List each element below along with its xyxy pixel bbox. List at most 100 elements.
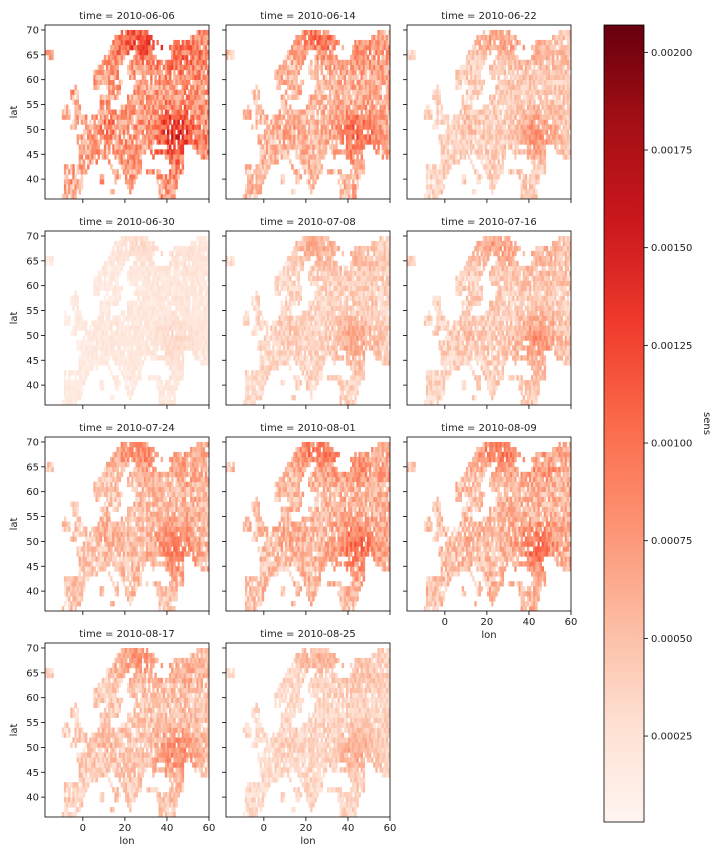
heat-cell	[321, 100, 323, 105]
heat-cell	[550, 105, 552, 110]
heat-cell	[129, 246, 131, 251]
heat-cell	[312, 179, 314, 184]
heat-cell	[177, 124, 179, 129]
heat-cell	[51, 55, 53, 60]
heat-cell	[361, 129, 363, 134]
heat-cell	[79, 316, 81, 321]
heat-cell	[93, 360, 95, 365]
heat-cell	[382, 110, 384, 115]
heat-cell	[510, 40, 512, 45]
heat-cell	[131, 65, 133, 70]
heat-cell	[325, 129, 327, 134]
heat-cell	[489, 35, 491, 40]
heat-cell	[439, 119, 441, 124]
heat-cell	[196, 40, 198, 45]
heat-cell	[112, 80, 114, 85]
heat-cell	[537, 45, 539, 50]
heat-cell	[144, 236, 146, 241]
heat-cell	[453, 154, 455, 159]
heat-cell	[119, 266, 121, 271]
heat-cell	[478, 75, 480, 80]
heat-cell	[447, 144, 449, 149]
heat-cell	[529, 189, 531, 194]
heat-cell	[384, 45, 386, 50]
heat-cell	[497, 119, 499, 124]
heat-cell	[106, 306, 108, 311]
heat-cell	[449, 164, 451, 169]
heat-cell	[266, 159, 268, 164]
heat-cell	[502, 90, 504, 95]
heat-cell	[156, 311, 158, 316]
heat-cell	[527, 95, 529, 100]
heat-cell	[205, 114, 207, 119]
heat-cell	[138, 286, 140, 291]
heat-cell	[127, 35, 129, 40]
heat-cell	[184, 100, 186, 105]
heat-cell	[537, 119, 539, 124]
heat-cell	[129, 75, 131, 80]
heat-cell	[167, 60, 169, 65]
heat-cell	[186, 65, 188, 70]
heat-cell	[466, 95, 468, 100]
heat-cell	[205, 35, 207, 40]
heat-cell	[382, 65, 384, 70]
heat-cell	[110, 276, 112, 281]
heat-cell	[319, 119, 321, 124]
heat-cell	[310, 174, 312, 179]
heat-cell	[138, 90, 140, 95]
heat-cell	[361, 60, 363, 65]
heat-cell	[144, 75, 146, 80]
heat-cell	[466, 149, 468, 154]
heat-cell	[525, 139, 527, 144]
heat-cell	[108, 55, 110, 60]
heat-cell	[358, 164, 360, 169]
heat-cell	[319, 30, 321, 35]
heat-cell	[306, 40, 308, 45]
heat-cell	[154, 345, 156, 350]
heat-cell	[533, 119, 535, 124]
heat-cell	[198, 80, 200, 85]
heat-cell	[348, 134, 350, 139]
heat-cell	[356, 174, 358, 179]
heat-cell	[255, 194, 257, 199]
heat-cell	[163, 179, 165, 184]
heat-cell	[516, 55, 518, 60]
heat-cell	[91, 350, 93, 355]
heat-cell	[472, 144, 474, 149]
heat-cell	[321, 164, 323, 169]
heat-cell	[331, 134, 333, 139]
heat-cell	[466, 70, 468, 75]
heat-cell	[133, 179, 135, 184]
heat-cell	[150, 100, 152, 105]
heat-cell	[175, 65, 177, 70]
heat-cell	[297, 90, 299, 95]
heat-cell	[546, 114, 548, 119]
heat-cell	[182, 50, 184, 55]
heat-cell	[361, 144, 363, 149]
heat-cell	[293, 139, 295, 144]
facet-panel: time = 2010-06-14	[222, 11, 390, 203]
heat-cell	[196, 65, 198, 70]
heat-cell	[287, 124, 289, 129]
heat-cell	[79, 345, 81, 350]
heat-cell	[537, 179, 539, 184]
heat-cell	[262, 144, 264, 149]
heat-cell	[74, 119, 76, 124]
heat-cell	[154, 149, 156, 154]
heat-cell	[127, 390, 129, 395]
heat-cell	[354, 164, 356, 169]
heat-cell	[127, 70, 129, 75]
heat-cell	[293, 110, 295, 115]
heat-cell	[443, 184, 445, 189]
heat-cell	[441, 144, 443, 149]
heat-cell	[470, 85, 472, 90]
heat-cell	[182, 55, 184, 60]
heat-cell	[466, 129, 468, 134]
heat-cell	[312, 174, 314, 179]
heat-cell	[544, 50, 546, 55]
heat-cell	[308, 105, 310, 110]
heat-cell	[375, 119, 377, 124]
heat-cell	[64, 375, 66, 380]
heat-cell	[558, 65, 560, 70]
heat-cell	[98, 320, 100, 325]
